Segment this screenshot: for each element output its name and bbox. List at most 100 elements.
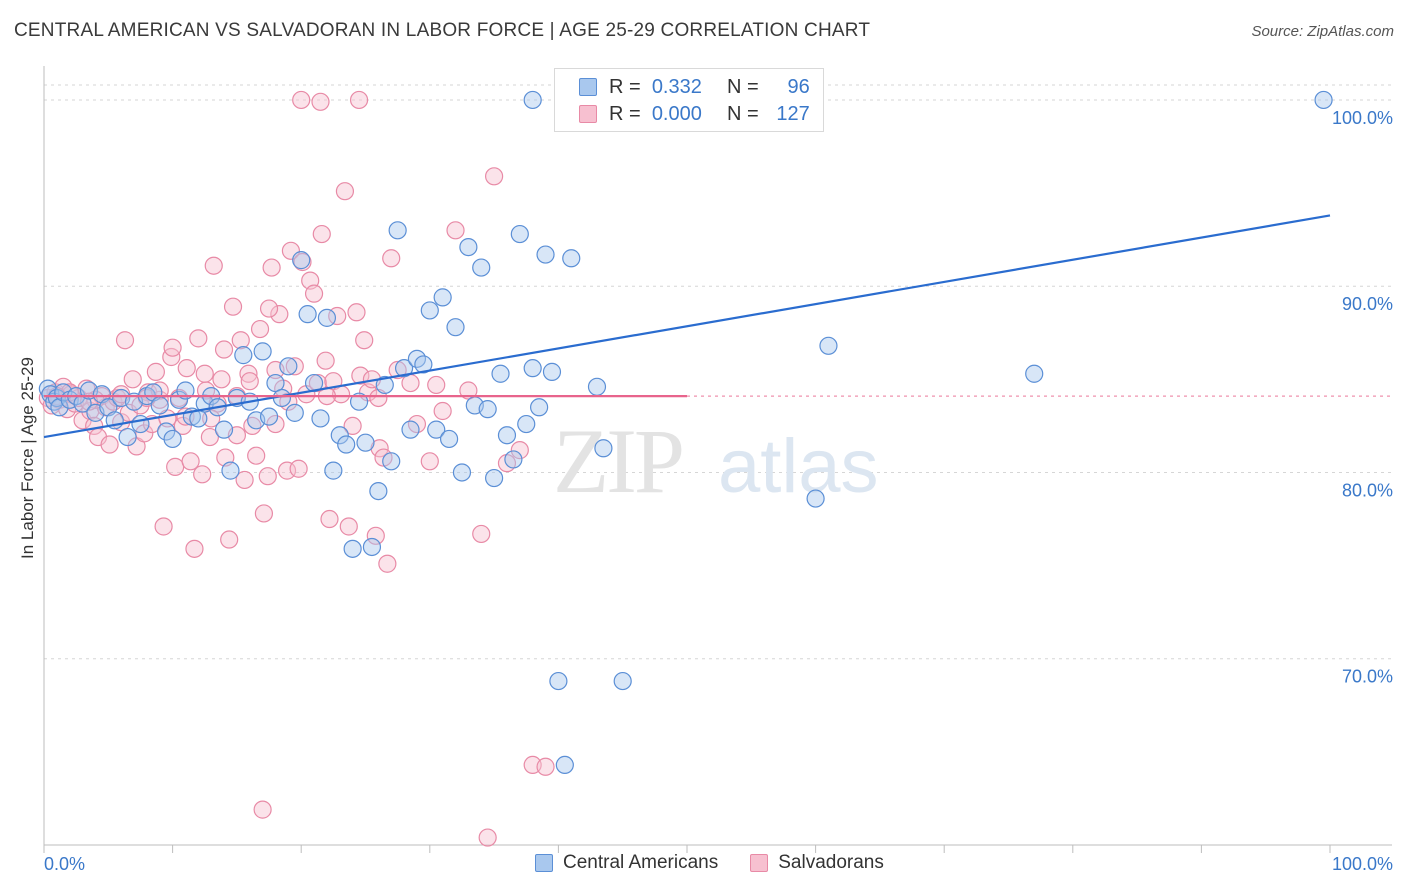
salvadorans-point-103 [349, 90, 369, 110]
x-tick-label-1: 100.0% [1332, 854, 1393, 874]
salvadorans-point-125 [388, 360, 407, 380]
salvadorans-point-124 [259, 299, 279, 318]
salvadorans-point-105 [478, 828, 497, 847]
r-value-central-americans: 0.332 [651, 75, 702, 98]
salvadorans-point-82 [355, 331, 374, 350]
salvadorans-point-102 [311, 92, 330, 111]
central-americans-point-4 [50, 398, 69, 417]
salvadorans-point-39 [189, 329, 208, 348]
central-americans-point-53 [362, 537, 382, 557]
central-americans-point-24 [176, 381, 195, 400]
central-americans-point-22 [163, 429, 182, 449]
central-americans-point-37 [259, 407, 279, 426]
salvadorans-point-63 [281, 241, 301, 260]
salvadorans-point-104 [253, 800, 272, 819]
salvadorans-point-85 [366, 526, 385, 545]
salvadorans-point-38 [185, 539, 204, 558]
central-americans-point-73 [491, 364, 510, 383]
central-americans-point-45 [311, 409, 330, 428]
salvadorans-point-89 [382, 249, 401, 268]
salvadorans-point-54 [247, 446, 266, 465]
central-americans-point-72 [485, 468, 504, 488]
central-americans-point-43 [298, 305, 317, 324]
n-label: N = [726, 102, 759, 125]
salvadorans-point-72 [316, 351, 335, 370]
salvadorans-point-62 [277, 461, 297, 480]
salvadorans-point-52 [239, 364, 258, 383]
watermark: ZIP atlas [553, 410, 879, 512]
salvadorans-point-30 [154, 517, 173, 536]
central-americans-point-66 [446, 318, 465, 337]
salvadorans-point-48 [223, 297, 243, 316]
central-americans-point-46 [317, 308, 337, 327]
legend-label-central-americans: Central Americans [563, 852, 719, 873]
central-americans-point-42 [292, 251, 311, 270]
n-value-central-americans: 96 [787, 75, 810, 98]
central-americans-point-40 [279, 357, 298, 376]
salvadorans-point-80 [347, 303, 366, 322]
salvadorans-point-22 [123, 370, 142, 389]
salvadorans-point-98 [510, 441, 529, 460]
salvadorans-point-32 [162, 347, 181, 367]
central-americans-point-36 [253, 342, 272, 361]
central-americans-point-31 [221, 461, 240, 480]
central-americans-point-55 [375, 375, 394, 395]
salvadorans-points [38, 90, 555, 847]
watermark-zip: ZIP [553, 410, 682, 512]
legend-swatch-blue [579, 78, 597, 96]
axes [43, 66, 1392, 853]
x-tick-label-0: 0.0% [44, 854, 85, 874]
central-americans-point-85 [587, 377, 607, 396]
r-label: R = [609, 102, 641, 125]
central-americans-point-81 [542, 362, 562, 381]
salvadorans-point-120 [195, 364, 214, 383]
central-americans-point-65 [439, 429, 459, 449]
central-americans-point-50 [343, 539, 362, 558]
correlation-legend: R = 0.332 N = 96 R = 0.000 N = 127 [554, 68, 824, 132]
central-americans-point-82 [549, 671, 568, 691]
central-americans-point-75 [504, 450, 523, 469]
salvadorans-point-100 [536, 757, 555, 776]
central-americans-point-87 [613, 671, 632, 691]
central-americans-point-74 [497, 426, 517, 445]
salvadorans-point-55 [250, 319, 270, 339]
y-tick-label-1: 90.0% [1342, 294, 1393, 314]
salvadorans-point-47 [220, 530, 239, 549]
salvadorans-point-16 [100, 435, 119, 454]
chart-title: CENTRAL AMERICAN VS SALVADORAN IN LABOR … [14, 20, 871, 41]
salvadorans-point-79 [343, 416, 362, 436]
salvadorans-point-57 [258, 467, 277, 486]
salvadorans-point-58 [262, 258, 281, 277]
central-americans-point-95 [523, 90, 542, 110]
central-americans-point-84 [562, 249, 581, 268]
salvadorans-point-122 [163, 338, 182, 357]
central-americans-point-41 [285, 403, 304, 422]
salvadorans-point-64 [285, 357, 304, 376]
salvadorans-point-50 [231, 331, 250, 350]
central-americans-point-79 [530, 398, 549, 417]
y-tick-label-0: 100.0% [1332, 108, 1393, 128]
salvadorans-point-96 [485, 167, 504, 186]
central-americans-point-94 [1314, 90, 1333, 110]
salvadorans-point-101 [292, 90, 311, 110]
legend-label-salvadorans: Salvadorans [778, 852, 884, 873]
salvadorans-point-56 [254, 504, 274, 523]
salvadorans-point-95 [472, 524, 491, 544]
legend-swatch-salvadorans [750, 854, 769, 872]
salvadorans-point-37 [181, 452, 200, 471]
salvadorans-point-88 [378, 554, 397, 573]
salvadorans-point-42 [200, 427, 219, 447]
central-americans-point-92 [819, 336, 838, 355]
salvadorans-point-121 [240, 372, 259, 391]
trend-line-central-americans [43, 214, 1331, 439]
central-americans-point-58 [394, 359, 414, 378]
central-americans-point-21 [157, 422, 176, 441]
central-americans-point-77 [517, 414, 536, 434]
series-legend: Central Americans Salvadorans [535, 852, 884, 874]
central-americans-point-33 [234, 346, 253, 365]
central-americans-point-76 [510, 224, 529, 244]
central-americans-point-15 [118, 427, 137, 447]
central-americans-point-54 [369, 481, 388, 501]
salvadorans-point-77 [335, 182, 355, 201]
